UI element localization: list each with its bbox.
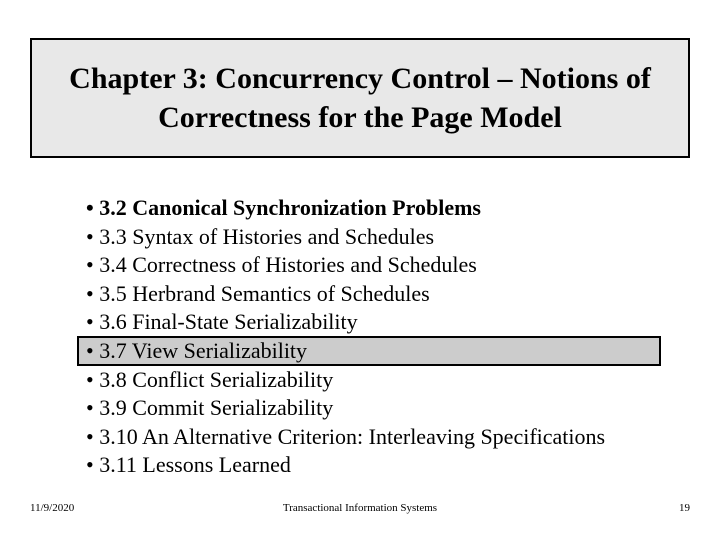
outline-item: • 3.3 Syntax of Histories and Schedules [86, 223, 686, 252]
outline-item: • 3.9 Commit Serializability [86, 394, 686, 423]
outline-item: • 3.11 Lessons Learned [86, 451, 686, 480]
chapter-title-box: Chapter 3: Concurrency Control – Notions… [30, 38, 690, 158]
outline-list: • 3.2 Canonical Synchronization Problems… [86, 194, 686, 480]
outline-item: • 3.2 Canonical Synchronization Problems [86, 194, 686, 223]
chapter-title: Chapter 3: Concurrency Control – Notions… [52, 59, 668, 137]
outline-item: • 3.5 Herbrand Semantics of Schedules [86, 280, 686, 309]
outline-item: • 3.8 Conflict Serializability [86, 366, 686, 395]
outline-item: • 3.6 Final-State Serializability [86, 308, 686, 337]
outline-item: • 3.10 An Alternative Criterion: Interle… [86, 423, 686, 452]
footer-title: Transactional Information Systems [0, 502, 720, 514]
footer-page-number: 19 [679, 502, 690, 514]
outline-item: • 3.7 View Serializability [86, 337, 686, 366]
outline-item: • 3.4 Correctness of Histories and Sched… [86, 251, 686, 280]
slide-footer: 11/9/2020 Transactional Information Syst… [0, 502, 720, 522]
